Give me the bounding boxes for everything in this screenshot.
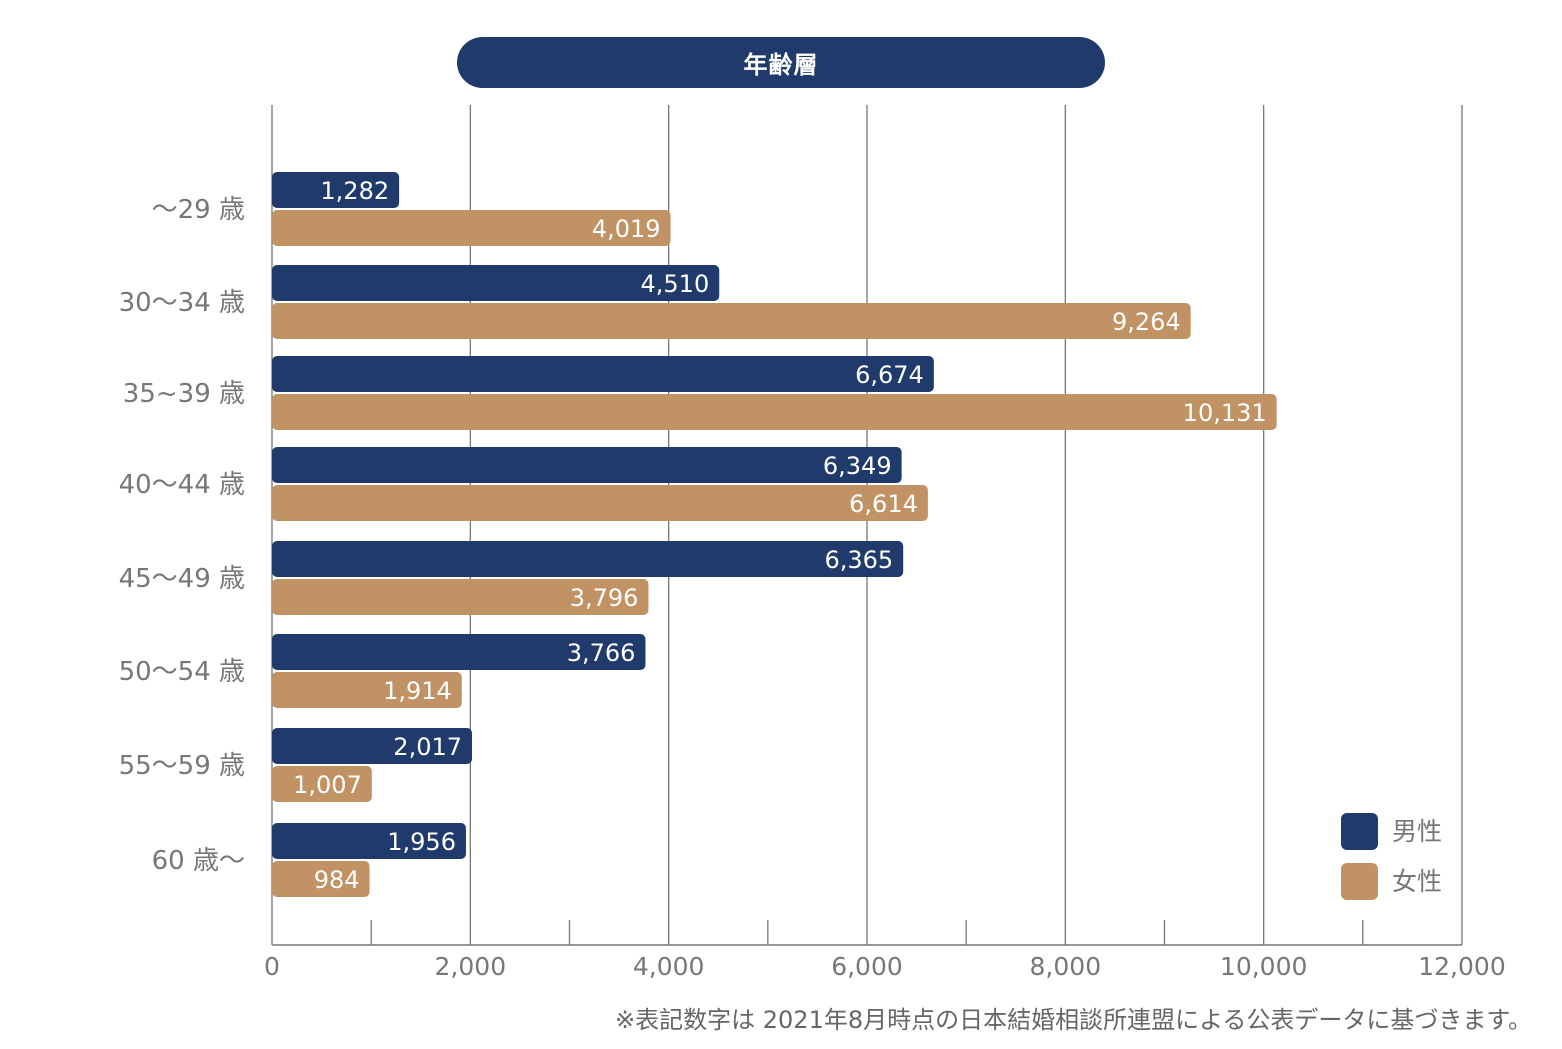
- bar-female: [272, 579, 649, 615]
- bar-female: [272, 303, 1191, 339]
- bar-female: [272, 210, 671, 246]
- data-label-female: 6,614: [849, 490, 918, 518]
- x-tick-label: 12,000: [1418, 952, 1505, 981]
- bar-female: [272, 485, 928, 521]
- data-label-female: 984: [314, 866, 360, 894]
- bar-male: [272, 541, 904, 577]
- data-label-male: 6,365: [824, 546, 893, 574]
- x-tick-label: 4,000: [633, 952, 705, 981]
- data-label-female: 4,019: [592, 215, 661, 243]
- data-label-male: 6,674: [855, 361, 924, 389]
- data-label-female: 3,796: [570, 584, 639, 612]
- bar-female: [272, 861, 370, 897]
- data-label-female: 1,914: [383, 677, 452, 705]
- x-tick-label: 8,000: [1030, 952, 1102, 981]
- data-label-male: 2,017: [393, 733, 462, 761]
- x-tick-label: 0: [264, 952, 280, 981]
- x-tick-label: 2,000: [435, 952, 507, 981]
- bar-male: [272, 265, 720, 301]
- bar-male: [272, 356, 934, 392]
- category-label: 30～34 歳: [119, 288, 245, 318]
- legend-swatch-male: [1341, 813, 1378, 850]
- bar-female: [272, 672, 462, 708]
- category-label: 50～54 歳: [119, 657, 245, 687]
- bar-male: [272, 728, 473, 764]
- chart-title: 年齢層: [457, 37, 1105, 88]
- bar-female: [272, 394, 1277, 430]
- category-label: 45～49 歳: [119, 564, 245, 594]
- data-label-male: 1,282: [320, 177, 389, 205]
- data-label-female: 10,131: [1183, 399, 1267, 427]
- data-label-female: 9,264: [1112, 308, 1181, 336]
- bar-female: [272, 766, 372, 802]
- data-label-male: 1,956: [387, 828, 456, 856]
- bar-male: [272, 634, 646, 670]
- x-tick-label: 6,000: [831, 952, 903, 981]
- category-label: 55～59 歳: [119, 751, 245, 781]
- category-label: ～29 歳: [152, 195, 245, 225]
- x-tick-label: 10,000: [1220, 952, 1307, 981]
- category-label: 40～44 歳: [119, 470, 245, 500]
- bar-male: [272, 823, 466, 859]
- category-label: 35~39 歳: [123, 379, 245, 409]
- bar-male: [272, 447, 902, 483]
- data-label-male: 6,349: [823, 452, 892, 480]
- legend-label-female: 女性: [1392, 867, 1442, 896]
- data-label-female: 1,007: [293, 771, 362, 799]
- data-label-male: 4,510: [641, 270, 710, 298]
- data-label-male: 3,766: [567, 639, 636, 667]
- legend-swatch-female: [1341, 863, 1378, 900]
- category-label: 60 歳～: [152, 846, 245, 876]
- legend-label-male: 男性: [1392, 817, 1442, 846]
- footnote: ※表記数字は 2021年8月時点の日本結婚相談所連盟による公表データに基づきます…: [615, 1006, 1532, 1034]
- bar-male: [272, 172, 400, 208]
